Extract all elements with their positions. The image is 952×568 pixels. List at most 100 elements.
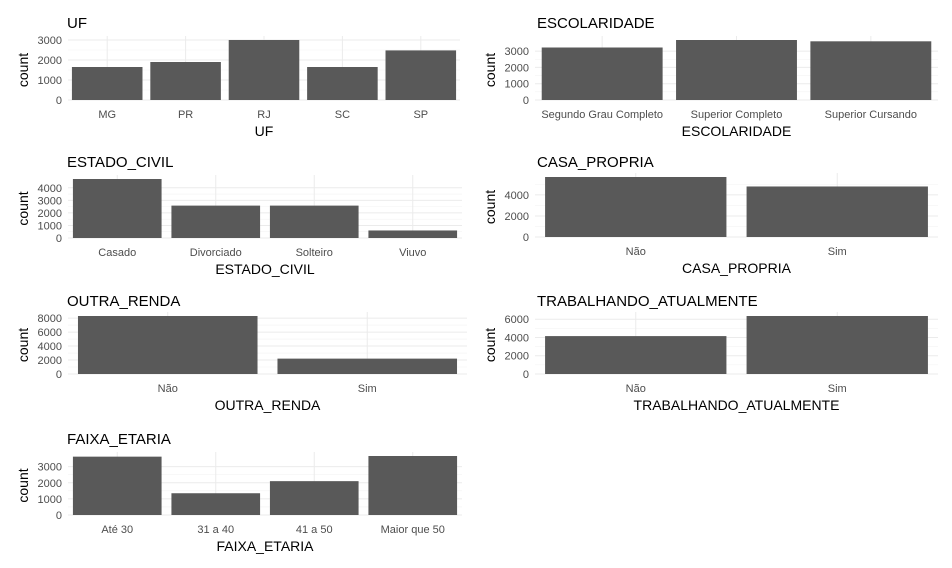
x-axis-label: ESCOLARIDADE	[682, 123, 792, 139]
y-axis-label: count	[482, 53, 498, 87]
bar-31-a-40	[171, 493, 261, 515]
chart-title: FAIXA_ETARIA	[67, 431, 171, 448]
x-tick-label: PR	[178, 109, 193, 121]
x-tick-label: Sim	[828, 383, 847, 395]
chart-panel-casa-propria: CASA_PROPRIA 0 2000 4000 Não Sim CASA_PROPRIA c…	[470, 147, 946, 286]
chart-svg: TRABALHANDO_ATUALMENTE 0 2000 4000 6000 Não Si…	[482, 293, 938, 413]
y-tick-label: 2000	[38, 355, 62, 367]
y-tick-label: 2000	[505, 211, 529, 223]
y-tick-label: 8000	[38, 313, 62, 325]
bar-não	[545, 336, 727, 374]
bar-solteiro	[269, 205, 359, 238]
chart-svg: FAIXA_ETARIA 0 1000 2000 3000 Até 30 31 a 40 41…	[15, 431, 462, 554]
y-tick-label: 3000	[38, 195, 62, 207]
y-tick-label: 1000	[38, 220, 62, 232]
x-tick-label: Superior Cursando	[825, 109, 917, 121]
y-tick-label: 0	[56, 369, 62, 381]
y-axis-label: count	[15, 191, 31, 225]
bar-sim	[746, 186, 928, 237]
y-tick-label: 2000	[38, 208, 62, 220]
y-tick-label: 1000	[505, 79, 529, 91]
y-tick-label: 1000	[38, 75, 62, 87]
chart-panel-outra-renda: OUTRA_RENDA 0 2000 4000 6000 8000 Não Sim OUTRA_…	[0, 286, 476, 425]
x-tick-label: Não	[626, 383, 646, 395]
bar-casado	[72, 179, 162, 238]
x-tick-label: RJ	[257, 109, 270, 121]
chart-svg: UF 0 1000 2000 3000 MG PR RJ SC SP UF count	[15, 15, 460, 139]
y-tick-label: 4000	[505, 332, 529, 344]
y-tick-label: 3000	[38, 35, 62, 47]
bar-41-a-50	[269, 481, 359, 515]
bar-segundo-grau-completo	[541, 47, 663, 100]
chart-panel-trabalhando-atualmente: TRABALHANDO_ATUALMENTE 0 2000 4000 6000 Não Si…	[470, 286, 946, 425]
bar-sp	[385, 50, 457, 100]
y-tick-label: 6000	[505, 314, 529, 326]
bar-divorciado	[171, 205, 261, 238]
bar-superior-completo	[676, 40, 797, 100]
bar-sim	[277, 358, 458, 374]
y-tick-label: 0	[56, 510, 62, 522]
x-tick-label: Divorciado	[190, 247, 242, 259]
bar-sc	[307, 67, 378, 100]
x-tick-label: 41 a 50	[296, 524, 333, 536]
y-tick-label: 4000	[38, 341, 62, 353]
bar-não	[545, 177, 727, 237]
chart-panel-estado-civil: ESTADO_CIVIL 0 1000 2000 3000 4000 Casado Divor…	[0, 147, 476, 286]
y-tick-label: 2000	[505, 62, 529, 74]
x-tick-label: MG	[98, 109, 116, 121]
y-tick-label: 0	[523, 95, 529, 107]
chart-title: OUTRA_RENDA	[67, 293, 180, 310]
x-tick-label: Maior que 50	[381, 524, 445, 536]
bar-superior-cursando	[810, 41, 932, 100]
x-tick-label: Superior Completo	[691, 109, 783, 121]
chart-title: ESCOLARIDADE	[537, 15, 655, 32]
y-tick-label: 2000	[38, 55, 62, 67]
chart-title: ESTADO_CIVIL	[67, 154, 173, 171]
y-axis-label: count	[482, 328, 498, 362]
x-tick-label: SC	[335, 109, 350, 121]
x-tick-label: Até 30	[101, 524, 133, 536]
bar-mg	[71, 67, 143, 100]
chart-panel-escolaridade: ESCOLARIDADE 0 1000 2000 3000 Segundo Grau Co…	[470, 8, 946, 147]
x-tick-label: Não	[626, 246, 646, 258]
y-tick-label: 0	[523, 369, 529, 381]
y-tick-label: 4000	[505, 190, 529, 202]
y-tick-label: 3000	[38, 462, 62, 474]
x-tick-label: SP	[413, 109, 428, 121]
chart-panel-faixa-etaria: FAIXA_ETARIA 0 1000 2000 3000 Até 30 31 a 40 41…	[0, 424, 476, 563]
chart-title: TRABALHANDO_ATUALMENTE	[537, 293, 758, 310]
y-tick-label: 6000	[38, 327, 62, 339]
y-axis-label: count	[15, 53, 31, 87]
x-axis-label: ESTADO_CIVIL	[215, 261, 315, 277]
x-tick-label: Casado	[98, 247, 136, 259]
chart-svg: OUTRA_RENDA 0 2000 4000 6000 8000 Não Sim OUTRA_…	[15, 293, 467, 413]
y-tick-label: 3000	[505, 46, 529, 58]
y-tick-label: 2000	[38, 478, 62, 490]
x-axis-label: CASA_PROPRIA	[682, 260, 792, 276]
y-tick-label: 2000	[505, 351, 529, 363]
chart-title: UF	[67, 15, 87, 32]
x-axis-label: FAIXA_ETARIA	[217, 538, 315, 554]
bar-pr	[150, 62, 221, 100]
x-tick-label: Segundo Grau Completo	[541, 109, 663, 121]
bar-não	[77, 316, 258, 374]
y-tick-label: 0	[56, 233, 62, 245]
y-axis-label: count	[15, 328, 31, 362]
x-axis-label: TRABALHANDO_ATUALMENTE	[634, 397, 840, 413]
y-tick-label: 4000	[38, 183, 62, 195]
x-tick-label: Viuvo	[399, 247, 426, 259]
x-axis-label: UF	[255, 123, 274, 139]
x-tick-label: Solteiro	[296, 247, 333, 259]
bar-viuvo	[368, 230, 458, 238]
x-axis-label: OUTRA_RENDA	[215, 397, 321, 413]
x-tick-label: Não	[158, 383, 178, 395]
bar-rj	[228, 40, 300, 100]
bar-sim	[746, 316, 928, 374]
y-axis-label: count	[482, 190, 498, 224]
x-tick-label: Sim	[828, 246, 847, 258]
y-tick-label: 0	[523, 232, 529, 244]
chart-title: CASA_PROPRIA	[537, 154, 654, 171]
